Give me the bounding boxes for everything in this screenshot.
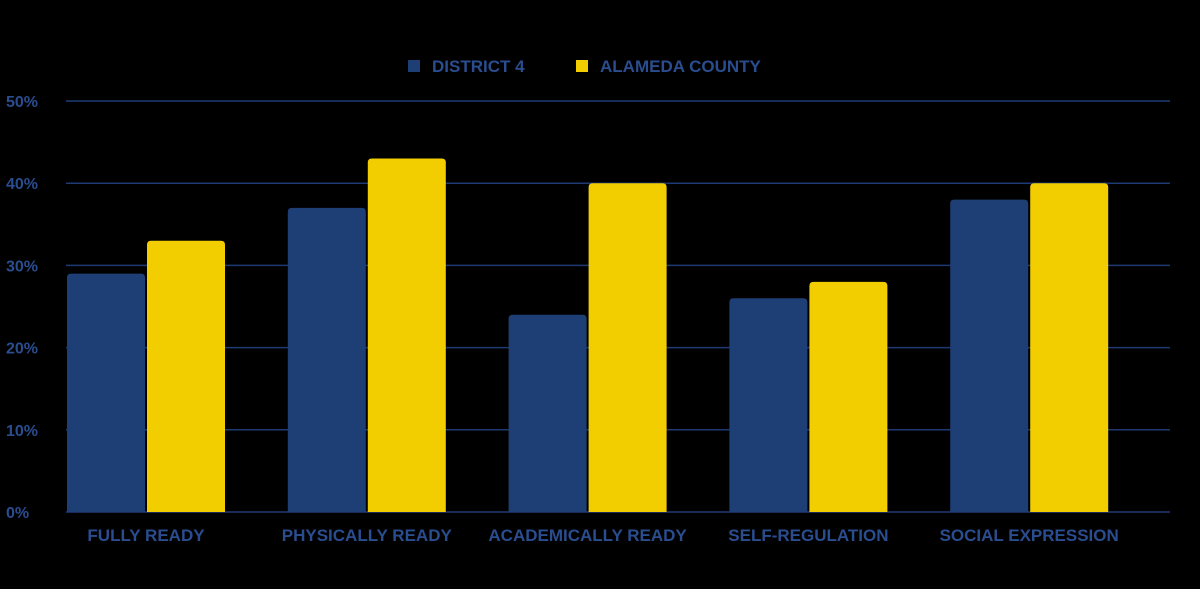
- bar-alameda-county: [588, 183, 667, 512]
- bar-district-4: [67, 273, 145, 512]
- y-tick-label: 0%: [6, 505, 29, 522]
- bar-alameda-county: [809, 281, 888, 512]
- category-label: PHYSICALLY READY: [282, 526, 453, 545]
- x-axis-categories: FULLY READY PHYSICALLY READY ACADEMICALLY …: [87, 526, 1118, 545]
- bar-alameda-county: [147, 240, 225, 513]
- y-tick-label: 30%: [6, 258, 38, 275]
- legend-label: ALAMEDA COUNTY: [600, 57, 762, 76]
- legend: DISTRICT 4 ALAMEDA COUNTY: [408, 57, 762, 76]
- bar-district-4: [729, 298, 808, 512]
- bar-alameda-county: [1030, 183, 1109, 512]
- legend-swatch: [576, 60, 588, 72]
- y-axis-ticks: 0% 10% 20% 30% 40% 50%: [6, 94, 38, 522]
- y-tick-label: 50%: [6, 94, 38, 111]
- category-label: SELF-REGULATION: [728, 526, 888, 545]
- legend-swatch: [408, 60, 420, 72]
- bar-alameda-county: [367, 158, 446, 513]
- bar-district-4: [287, 207, 366, 513]
- y-tick-label: 20%: [6, 341, 38, 358]
- bar-district-4: [508, 314, 587, 512]
- bars: [67, 158, 1109, 513]
- category-label: SOCIAL EXPRESSION: [940, 526, 1119, 545]
- bar-district-4: [950, 199, 1029, 512]
- category-label: FULLY READY: [87, 526, 205, 545]
- category-label: ACADEMICALLY READY: [488, 526, 687, 545]
- y-tick-label: 10%: [6, 423, 38, 440]
- legend-label: DISTRICT 4: [432, 57, 525, 76]
- y-tick-label: 40%: [6, 176, 38, 193]
